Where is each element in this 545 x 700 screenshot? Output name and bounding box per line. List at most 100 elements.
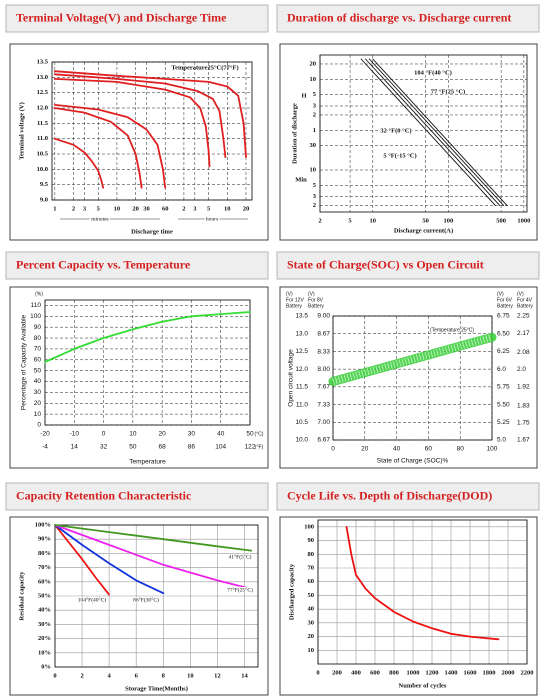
y-tick-label: 80 [34, 335, 42, 342]
y-axis-title: Open circuit voltage [288, 349, 295, 407]
y-tick-label: 3 [313, 102, 317, 109]
x-tick-label: 3 [193, 205, 197, 212]
y-tick-label: 40 [308, 606, 315, 613]
y-tick-label: 2 [313, 202, 316, 209]
axis-header: For 12V [286, 297, 304, 303]
series-line [365, 58, 501, 207]
series-line [53, 107, 143, 189]
x-axis-title: State of Charge (SOC)% [377, 458, 449, 465]
x-tick-label: 200 [332, 669, 342, 676]
x-axis-title: Storage Time(Months) [125, 685, 188, 692]
y-tick-label: 1.75 [517, 420, 530, 427]
y-tick-label: 7.00 [317, 419, 330, 426]
y-tick-label: 50 [34, 367, 42, 374]
series-label: 41°F(5°C) [228, 553, 251, 560]
y-axis-title: Percentage of Capacity Available [21, 314, 28, 410]
axis-header: Battery [497, 303, 513, 309]
panel-header [276, 251, 540, 280]
x-tick-label: 10 [224, 205, 231, 212]
y-tick-label: 10 [310, 166, 317, 173]
y-tick-label: 20 [34, 400, 42, 407]
axis-header: For 6V [497, 297, 513, 303]
x2-tick-label: 50 [129, 444, 137, 451]
y-tick-label: 100 [304, 523, 314, 530]
series-label: 77 °F(25 °C) [431, 88, 465, 95]
x-tick-label: 40 [393, 446, 401, 453]
y-tick-label: 50% [38, 592, 51, 599]
x-tick-label: 2 [72, 205, 75, 212]
x-tick-label: 30 [143, 205, 150, 212]
x-tick-label: -20 [40, 431, 50, 438]
y-tick-label: 9.0 [40, 196, 48, 203]
y-tick-label: 40% [38, 607, 51, 614]
series-line [54, 524, 253, 552]
y-tick-label: 5 [313, 182, 317, 189]
x2-tick-label: -4 [42, 444, 48, 451]
series-line [372, 58, 508, 207]
x-tick-label: 500 [496, 217, 506, 224]
x2-tick-label: 86 [188, 444, 196, 451]
x-tick-label: 10 [129, 431, 137, 438]
axis-header: Battery [286, 303, 302, 309]
y-tick-label: 1 [313, 127, 316, 134]
y-tick-label: 70% [38, 564, 51, 571]
y-tick-label: 7.67 [317, 383, 330, 390]
y-tick-label: 60 [34, 357, 42, 364]
panel-title: Cycle Life vs. Depth of Discharge(DOD) [287, 488, 492, 502]
chart-frame [9, 286, 269, 469]
x-tick-label: 2000 [502, 669, 515, 676]
series-line [54, 524, 110, 596]
y-tick-label: 90 [308, 537, 315, 544]
series-line [368, 58, 505, 207]
x2-tick-label: 122 [245, 444, 256, 451]
series-label: 32 °F(0 °C) [380, 127, 411, 134]
y-tick-label: 13.0 [37, 74, 48, 81]
axis-header: Battery [308, 303, 324, 309]
y-tick-label: 12.0 [37, 104, 48, 111]
x-tick-label: 0 [316, 669, 319, 676]
x-tick-label: 40 [217, 431, 225, 438]
y-tick-label: 10 [308, 647, 315, 654]
y-tick-label: 10.5 [37, 150, 49, 157]
panel-title: Terminal Voltage(V) and Discharge Time [16, 10, 227, 24]
panel-title: Duration of discharge vs. Discharge curr… [287, 10, 511, 24]
y-tick-label: 11.5 [296, 384, 309, 391]
panel-header [276, 482, 540, 511]
y-tick-label: 80% [38, 550, 51, 557]
x-tick-label: 5 [97, 205, 101, 212]
y-tick-label: 70 [34, 346, 42, 353]
series-label: 77°F(25°C) [227, 586, 253, 593]
y-tick-label: 2.25 [517, 313, 530, 320]
x-tick-label: 60 [425, 446, 433, 453]
y-tick-label: 13.5 [37, 58, 49, 65]
y-tick-label: 6.67 [317, 437, 330, 444]
plot-border [54, 524, 259, 668]
x-tick-label: 2200 [521, 669, 534, 676]
y-tick-label: 8.00 [317, 366, 330, 373]
y-tick-label: 30 [310, 142, 317, 149]
series-line [54, 524, 253, 590]
x-tick-label: 8 [162, 672, 166, 679]
x2-tick-label: 14 [71, 444, 79, 451]
y-tick-label: 5 [313, 91, 317, 98]
axis-header: (V) [286, 291, 293, 297]
y-tick-label: 7.33 [317, 402, 330, 409]
y-tick-label: 3 [313, 193, 317, 200]
panel-header [5, 251, 269, 280]
axis-header: For 4V [517, 297, 533, 303]
y-tick-label: 5.50 [497, 401, 510, 408]
panel-title: State of Charge(SOC) vs Open Circuit [287, 257, 484, 271]
y-tick-label: 50 [308, 592, 315, 599]
y-tick-label: 9.5 [40, 181, 49, 188]
y-unit: (%) [35, 291, 43, 297]
y-tick-label: 10.0 [37, 166, 48, 173]
x-tick-label: 400 [351, 669, 361, 676]
x-tick-label: 20 [159, 431, 167, 438]
y-tick-label: 5.0 [497, 437, 506, 444]
x-tick-label: 20 [243, 205, 250, 212]
y-axis-title: Discharged capacity [288, 563, 295, 620]
chart-frame [279, 286, 538, 469]
x-tick-label: 5 [207, 205, 211, 212]
y-tick-label: 11.5 [37, 120, 49, 127]
